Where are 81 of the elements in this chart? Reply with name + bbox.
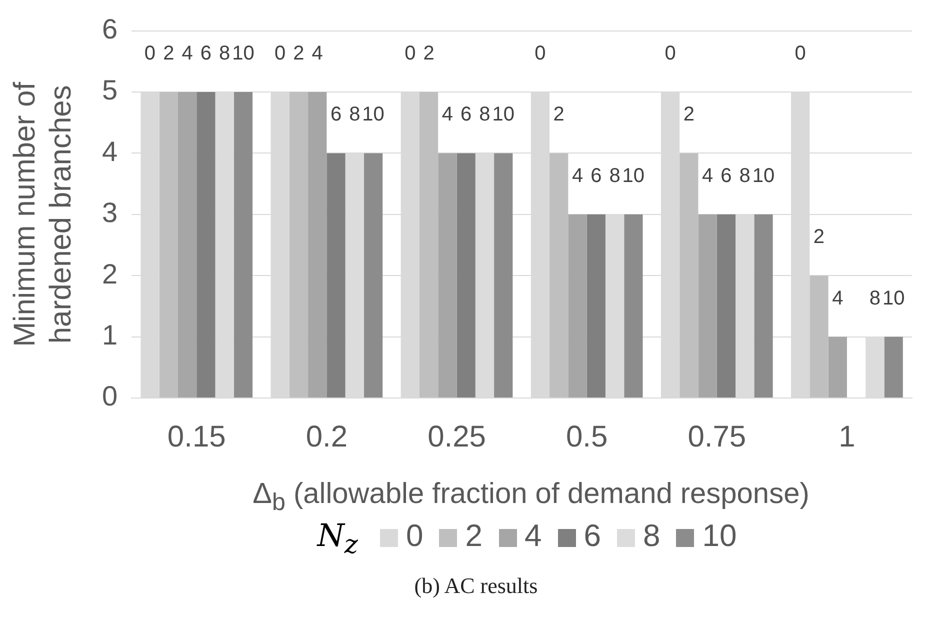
bar xyxy=(308,92,327,398)
y-tick-label: 3 xyxy=(102,197,118,228)
legend-label: 4 xyxy=(524,518,542,554)
text: 8 xyxy=(609,164,620,187)
bar xyxy=(494,153,513,398)
text: 4 xyxy=(572,164,584,187)
bar xyxy=(178,92,197,398)
x-tick-label: 0.75 xyxy=(688,420,746,454)
text: 0 xyxy=(534,42,546,65)
text: 0 xyxy=(274,42,286,65)
bar xyxy=(586,214,606,398)
bar xyxy=(550,153,568,398)
y-tick-label: 0 xyxy=(102,380,118,412)
text: 6 xyxy=(330,104,342,126)
text: 0 xyxy=(794,42,806,65)
text: 2 xyxy=(423,42,434,65)
text: (b) AC results xyxy=(413,573,539,599)
x-tick-label: 1 xyxy=(838,420,856,454)
bar xyxy=(810,276,828,398)
text: 10 xyxy=(232,42,254,65)
text: 2 xyxy=(293,42,304,65)
x-tick-label: 0.25 xyxy=(428,420,486,454)
text: 8 xyxy=(869,287,880,310)
text: 0 xyxy=(664,42,676,65)
bar xyxy=(680,153,698,398)
text: 10 xyxy=(362,104,384,126)
bar xyxy=(326,153,346,398)
text: 4 xyxy=(182,42,193,65)
bar xyxy=(754,214,773,398)
y-axis-title: Minimum number of hardened branches xyxy=(8,81,78,347)
legend-title: N$_{z}$ xyxy=(317,518,358,560)
legend-label: 2 xyxy=(464,518,482,554)
bar xyxy=(456,153,476,398)
text: 6 xyxy=(590,164,602,187)
x-tick-label: 0.2 xyxy=(306,420,348,454)
legend-label: 10 xyxy=(701,518,737,554)
legend-label: 6 xyxy=(582,518,601,554)
text: 10 xyxy=(622,164,645,187)
y-tick-label: 5 xyxy=(102,74,118,106)
text: 2 xyxy=(163,42,174,65)
text: 6 xyxy=(200,42,212,65)
bar xyxy=(419,92,438,398)
y-tick-label: 4 xyxy=(102,136,118,167)
x-tick-label: 0.5 xyxy=(566,420,608,454)
text: 10 xyxy=(882,287,905,310)
text: 2 xyxy=(813,226,825,248)
text: 0 xyxy=(404,42,416,65)
bar xyxy=(289,92,308,398)
bar xyxy=(624,214,643,398)
text: 4 xyxy=(312,42,323,65)
text: 8 xyxy=(479,104,490,126)
bar xyxy=(438,153,457,398)
x-axis-title: Δ$_{b}$ (allowable fraction of demand response) xyxy=(252,478,810,517)
text: 6 xyxy=(460,104,472,126)
y-tick-label: 6 xyxy=(102,14,118,45)
bar xyxy=(196,92,216,398)
bar xyxy=(159,92,178,398)
bar xyxy=(568,214,587,398)
text: 8 xyxy=(739,164,750,187)
text: 2 xyxy=(683,104,694,126)
text: 8 xyxy=(349,104,360,126)
legend-label: 0 xyxy=(405,518,424,554)
bar xyxy=(884,336,903,398)
bar xyxy=(716,214,736,398)
bar xyxy=(698,214,717,398)
bar xyxy=(828,336,847,398)
x-tick-label: 0.15 xyxy=(167,420,226,454)
text: 4 xyxy=(702,164,714,187)
text: 4 xyxy=(832,287,844,310)
text: 6 xyxy=(720,164,732,187)
bar xyxy=(234,92,253,398)
y-tick-label: 2 xyxy=(102,258,118,290)
text: 4 xyxy=(442,104,453,126)
legend-label: 8 xyxy=(642,518,660,554)
text: 2 xyxy=(553,104,564,126)
text: 0 xyxy=(144,42,156,65)
text: 10 xyxy=(752,164,775,187)
y-tick-label: 1 xyxy=(102,320,118,351)
bar xyxy=(364,153,383,398)
text: 8 xyxy=(219,42,230,65)
text: 10 xyxy=(492,104,514,126)
